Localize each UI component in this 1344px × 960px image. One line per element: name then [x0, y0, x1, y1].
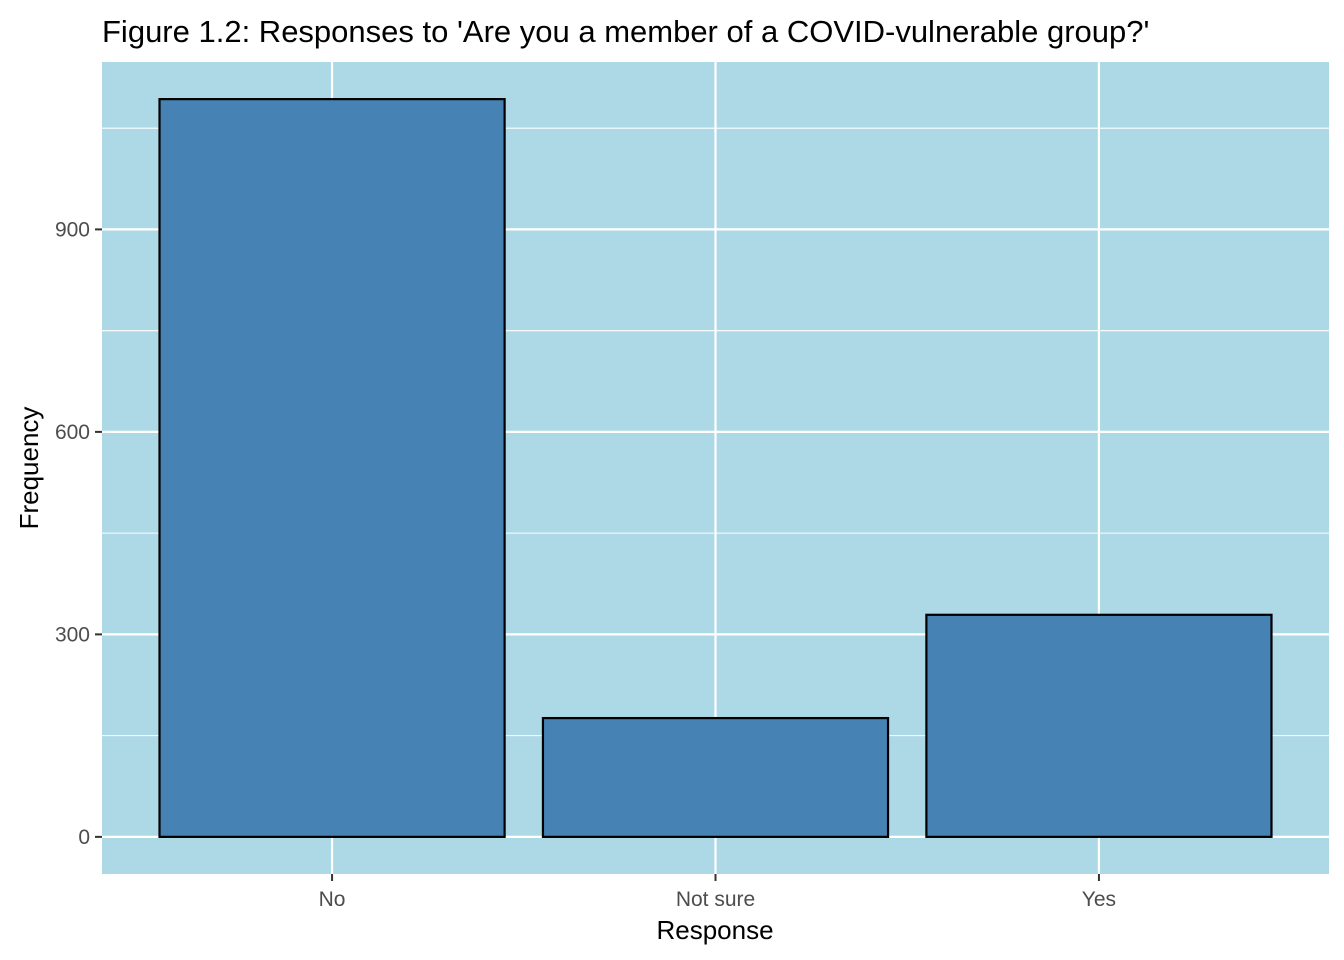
y-axis: 0 300 600 900 — [55, 218, 102, 849]
y-tick-label: 600 — [55, 421, 90, 444]
x-axis: No Not sure Yes — [319, 874, 1116, 911]
bar-yes — [925, 613, 1273, 838]
x-tick-label: No — [319, 888, 346, 911]
y-tick-label: 0 — [78, 826, 90, 849]
x-tick-label: Not sure — [676, 888, 755, 911]
bar-not-sure — [541, 716, 890, 838]
y-axis-title: Frequency — [14, 407, 44, 530]
bars — [158, 98, 1273, 838]
bar-no — [158, 98, 506, 838]
y-tick-label: 300 — [55, 623, 90, 646]
x-tick-label: Yes — [1082, 888, 1116, 911]
y-tick-label: 900 — [55, 218, 90, 241]
x-axis-title: Response — [656, 915, 773, 945]
chart-title: Figure 1.2: Responses to 'Are you a memb… — [102, 14, 1149, 49]
